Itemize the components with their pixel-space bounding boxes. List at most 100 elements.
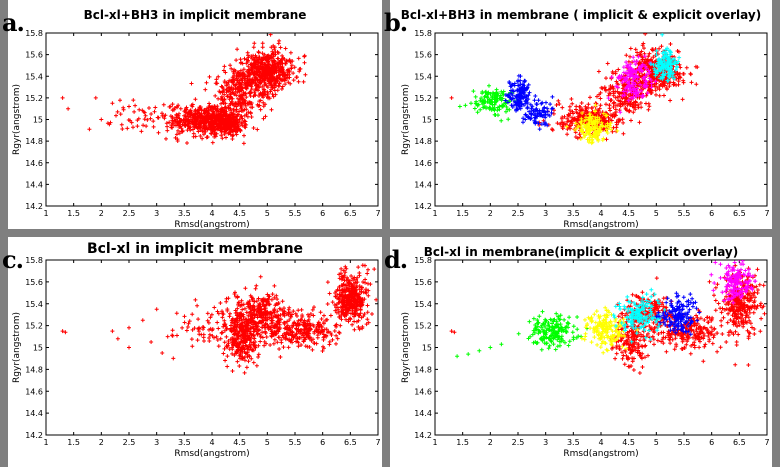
scatter-markers — [654, 291, 702, 337]
y-axis-label: Rgyr(angstrom) — [12, 84, 22, 155]
series-implicit-red — [449, 263, 767, 375]
x-tick-label: 1 — [432, 438, 437, 447]
scatter-plot-c: 1 1.5 2 2.5 3 3.5 4 4.5 5 5.5 6 6.5 7 14.2 14.4 14.6 14.… — [12, 256, 381, 459]
y-axis-label: Rgyr(angstrom) — [401, 312, 411, 383]
y-tick-label: 14.6 — [414, 159, 432, 168]
x-tick-label: 6 — [320, 438, 325, 447]
x-tick-label: 3.5 — [567, 209, 580, 218]
y-tick-label: 15.4 — [414, 300, 432, 309]
x-tick-label: 1 — [432, 209, 437, 218]
scatter-markers — [60, 33, 308, 146]
x-tick-label: 7 — [764, 209, 769, 218]
scatter-plot-d: 1 1.5 2 2.5 3 3.5 4 4.5 5 5.5 6 6.5 7 14.2 14.4 14.6 14.… — [401, 256, 770, 459]
y-tick-label: 14.8 — [25, 137, 43, 146]
y-tick-label: 15 — [33, 116, 43, 125]
x-tick-label: 2 — [99, 209, 104, 218]
x-tick-label: 1.5 — [456, 209, 469, 218]
x-tick-label: 3 — [154, 209, 159, 218]
x-tick-label: 5.5 — [289, 209, 302, 218]
y-tick-label: 15.2 — [414, 94, 432, 103]
x-tick-label: 6 — [709, 438, 714, 447]
axes-box — [45, 259, 379, 436]
x-tick-label: 5 — [265, 209, 270, 218]
x-tick-label: 6.5 — [733, 438, 746, 447]
scatter-markers — [611, 287, 667, 344]
series-implicit-red — [60, 263, 378, 375]
y-tick-label: 14.2 — [25, 431, 43, 440]
x-tick-label: 1 — [43, 209, 48, 218]
scatter-markers — [60, 263, 378, 375]
series-green-green — [455, 309, 589, 359]
scatter-markers — [503, 73, 555, 132]
y-tick-label: 15.8 — [414, 29, 432, 38]
x-tick-label: 4 — [209, 209, 214, 218]
x-tick-label: 3.5 — [567, 438, 580, 447]
series-implicit-red — [60, 33, 308, 146]
x-tick-label: 2 — [99, 438, 104, 447]
y-tick-label: 15.2 — [25, 94, 43, 103]
chart-title-b: Bcl-xl+BH3 in membrane ( implicit & expl… — [400, 8, 762, 22]
panel-d: 1 1.5 2 2.5 3 3.5 4 4.5 5 5.5 6 6.5 7 14.2 14.4 14.6 14.… — [384, 237, 772, 467]
x-tick-label: 6.5 — [344, 438, 357, 447]
chart-title-c: Bcl-xl in implicit membrane — [86, 241, 304, 257]
panel-c: 1 1.5 2 2.5 3 3.5 4 4.5 5 5.5 6 6.5 7 14.2 14.4 14.6 14.… — [2, 237, 382, 467]
x-tick-label: 3.5 — [178, 438, 191, 447]
scatter-markers — [455, 309, 589, 359]
panel-label-b: b. — [384, 8, 408, 37]
x-tick-label: 6 — [709, 209, 714, 218]
x-tick-label: 1.5 — [456, 438, 469, 447]
y-tick-label: 14.4 — [25, 180, 43, 189]
x-tick-label: 2 — [488, 209, 493, 218]
x-tick-label: 5 — [654, 438, 659, 447]
y-tick-label: 15.6 — [25, 51, 43, 60]
scatter-markers — [709, 260, 758, 305]
y-tick-label: 14.2 — [414, 431, 432, 440]
x-tick-label: 6 — [320, 209, 325, 218]
x-axis-label: Rmsd(angstrom) — [174, 220, 249, 229]
y-tick-label: 15.6 — [414, 51, 432, 60]
x-tick-label: 3 — [543, 438, 548, 447]
x-tick-label: 7 — [375, 438, 380, 447]
y-tick-label: 15.6 — [414, 278, 432, 287]
panel-b: 1 1.5 2 2.5 3 3.5 4 4.5 5 5.5 6 6.5 7 14.2 14.4 14.6 14.… — [384, 0, 772, 229]
x-tick-label: 1.5 — [67, 438, 80, 447]
horizontal-divider — [0, 229, 780, 237]
x-axis-label: Rmsd(angstrom) — [174, 449, 249, 459]
y-tick-label: 15 — [422, 116, 432, 125]
vertical-divider — [382, 0, 390, 467]
scatter-markers — [449, 33, 700, 142]
series-blue-blue — [503, 73, 555, 132]
x-tick-label: 5.5 — [678, 209, 691, 218]
x-tick-label: 4.5 — [622, 209, 635, 218]
x-tick-label: 5 — [265, 438, 270, 447]
y-tick-label: 14.2 — [25, 202, 43, 211]
y-tick-label: 15.4 — [25, 72, 43, 81]
y-tick-label: 14.2 — [414, 202, 432, 211]
scatter-markers — [606, 54, 658, 115]
series-green-green — [457, 83, 517, 123]
x-tick-label: 4.5 — [622, 438, 635, 447]
scatter-markers — [648, 33, 682, 83]
chart-title-a: Bcl-xl+BH3 in implicit membrane — [83, 8, 307, 22]
x-tick-label: 2.5 — [512, 209, 525, 218]
panel-label-c: c. — [2, 245, 24, 274]
x-tick-label: 4 — [598, 438, 603, 447]
x-axis-label: Rmsd(angstrom) — [563, 449, 638, 459]
y-tick-label: 14.6 — [414, 387, 432, 396]
series-implicit-red — [449, 33, 700, 142]
y-tick-label: 15 — [422, 344, 432, 353]
y-tick-label: 15 — [33, 344, 43, 353]
y-tick-label: 15.8 — [25, 256, 43, 265]
y-tick-label: 14.4 — [25, 409, 43, 418]
x-tick-label: 6.5 — [344, 209, 357, 218]
y-tick-label: 15.4 — [414, 72, 432, 81]
y-tick-label: 15.8 — [414, 256, 432, 265]
scatter-plot-a: 1 1.5 2 2.5 3 3.5 4 4.5 5 5.5 6 6.5 7 14.2 14.4 14.6 14.… — [12, 29, 381, 229]
panel-label-a: a. — [2, 8, 25, 37]
x-tick-label: 4.5 — [233, 209, 246, 218]
x-tick-label: 5.5 — [289, 438, 302, 447]
x-tick-label: 3 — [543, 209, 548, 218]
y-tick-label: 15.4 — [25, 300, 43, 309]
scatter-markers — [457, 83, 517, 123]
x-tick-label: 4.5 — [233, 438, 246, 447]
